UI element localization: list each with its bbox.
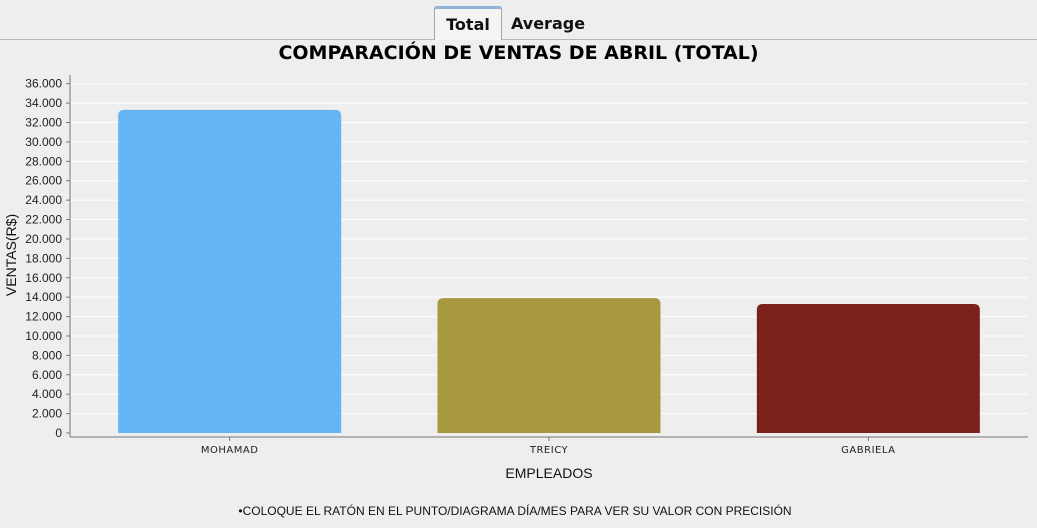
y-tick-label: 8.000 (32, 348, 62, 362)
y-tick-label: 22.000 (25, 213, 62, 227)
y-tick-label: 20.000 (25, 232, 62, 246)
x-tick-label: MOHAMAD (201, 445, 259, 456)
y-tick-label: 24.000 (25, 193, 62, 207)
y-tick-label: 34.000 (25, 96, 62, 110)
x-axis-label: EMPLEADOS (505, 465, 592, 481)
y-tick-label: 0 (55, 426, 62, 440)
hover-hint: •COLOQUE EL RATÓN EN EL PUNTO/DIAGRAMA D… (238, 504, 792, 518)
y-tick-label: 14.000 (25, 290, 62, 304)
y-tick-label: 12.000 (25, 310, 62, 324)
bar-treicy (437, 298, 661, 433)
y-tick-label: 36.000 (25, 77, 62, 91)
y-tick-label: 26.000 (25, 174, 62, 188)
tab-average[interactable]: Average (510, 13, 586, 33)
tab-bar: Total Average (0, 0, 1037, 40)
bars-layer (118, 109, 980, 434)
x-tick-label: TREICY (529, 445, 569, 456)
labels-layer: 0 2.000 4.000 6.000 8.000 10.000 12.000 14.000 1… (3, 77, 895, 481)
y-tick-label: 18.000 (25, 251, 62, 265)
x-tick-label: GABRIELA (841, 445, 895, 456)
bar-chart: 0 2.000 4.000 6.000 8.000 10.000 12.000 14.000 1… (3, 75, 1028, 481)
y-tick-label: 10.000 (25, 329, 62, 343)
y-tick-label: 16.000 (25, 271, 62, 285)
y-tick-label: 28.000 (25, 154, 62, 168)
chart-title: COMPARACIÓN DE VENTAS DE ABRIL (TOTAL) (278, 42, 759, 64)
y-tick-label: 32.000 (25, 116, 62, 130)
y-tick-label: 2.000 (32, 407, 62, 421)
bar-mohamad (118, 109, 342, 434)
y-axis-label: VENTAS(R$) (3, 214, 19, 296)
bar-gabriela (756, 303, 980, 433)
axes-layer (66, 75, 1028, 441)
y-tick-label: 30.000 (25, 135, 62, 149)
y-tick-label: 4.000 (32, 387, 62, 401)
y-tick-label: 6.000 (32, 368, 62, 382)
tab-total[interactable]: Total (434, 6, 502, 40)
